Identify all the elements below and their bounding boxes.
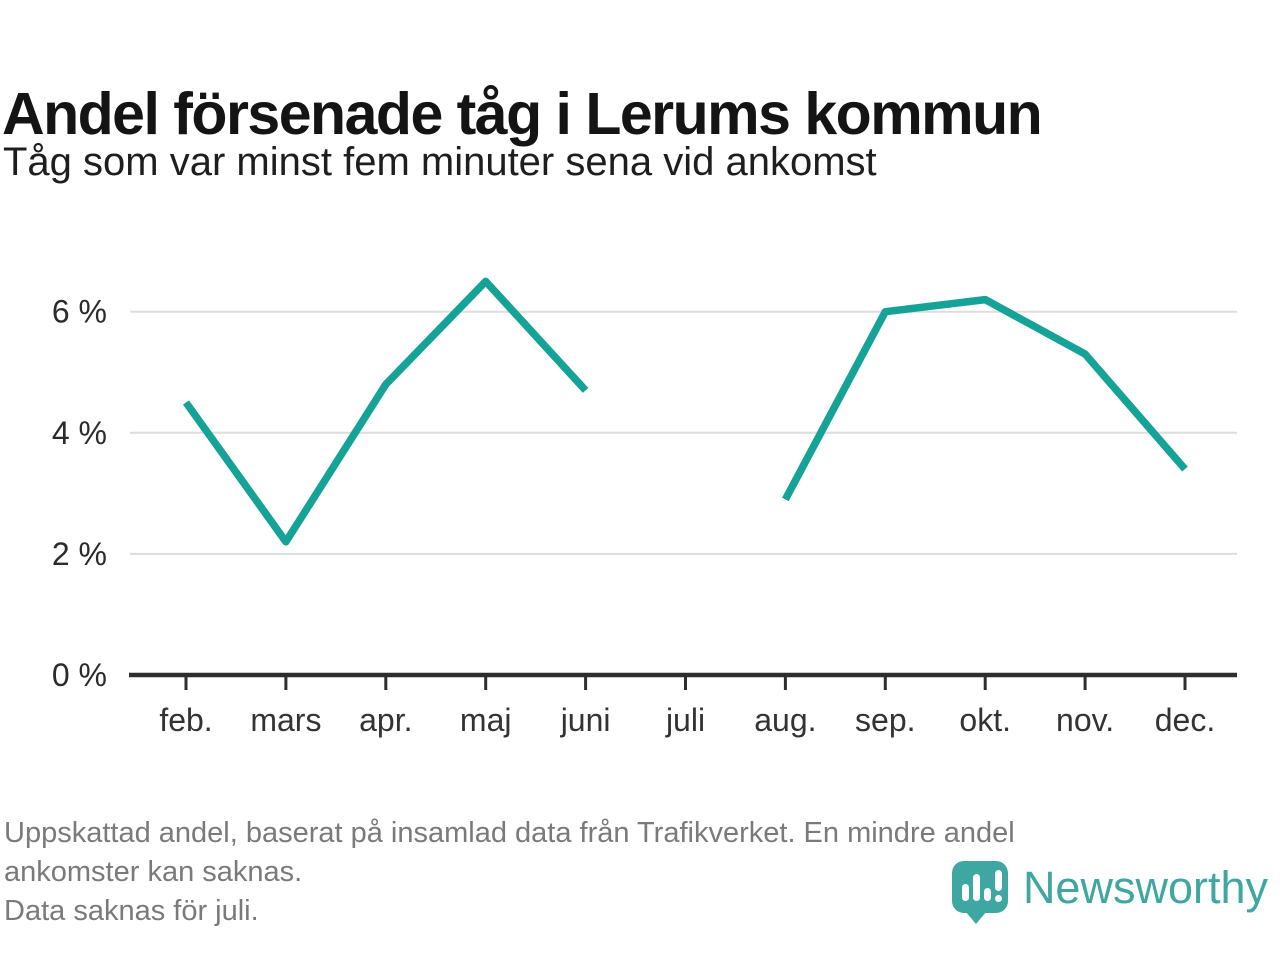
- footnote-line: Uppskattad andel, baserat på insamlad da…: [4, 817, 1015, 849]
- x-tick-label: aug.: [754, 702, 816, 738]
- newsworthy-logo: Newsworthy: [951, 861, 1268, 924]
- pin-bar-icon: [961, 884, 969, 901]
- footnote-line: Data saknas för juli.: [4, 895, 259, 927]
- footnote-line: ankomster kan saknas.: [4, 856, 303, 888]
- x-tick-label: feb.: [159, 702, 212, 738]
- footnote: Uppskattad andel, baserat på insamlad da…: [4, 814, 1015, 931]
- x-tick-label: sep.: [855, 702, 915, 738]
- pin-exclamation-icon: [994, 870, 1002, 891]
- newsworthy-wordmark: Newsworthy: [1022, 862, 1268, 913]
- x-tick-label: okt.: [959, 702, 1011, 738]
- chart-title: Andel försenade tåg i Lerums kommun: [2, 80, 1043, 147]
- x-tick-label: apr.: [359, 702, 412, 738]
- x-tick-label: mars: [250, 702, 321, 738]
- x-tick-label: nov.: [1056, 702, 1114, 738]
- pin-bar-icon: [972, 874, 980, 901]
- series-line: [182, 277, 589, 546]
- x-tick-label: juli: [665, 702, 705, 738]
- y-tick-label: 6 %: [52, 294, 107, 330]
- bar-chart-pin-icon: [951, 861, 1008, 924]
- y-tick-label: 4 %: [52, 415, 107, 451]
- chart-subtitle: Tåg som var minst fem minuter sena vid a…: [3, 140, 877, 184]
- y-tick-label: 0 %: [52, 657, 107, 693]
- pin-exclamation-dot-icon: [994, 895, 1002, 902]
- pin-bar-icon: [983, 888, 991, 901]
- x-tick-label: maj: [460, 702, 512, 738]
- series-line: [782, 295, 1188, 502]
- y-tick-label: 2 %: [52, 536, 107, 572]
- x-tick-label: juni: [560, 702, 611, 738]
- pin-tail-icon: [964, 911, 987, 924]
- x-tick-label: dec.: [1155, 702, 1215, 738]
